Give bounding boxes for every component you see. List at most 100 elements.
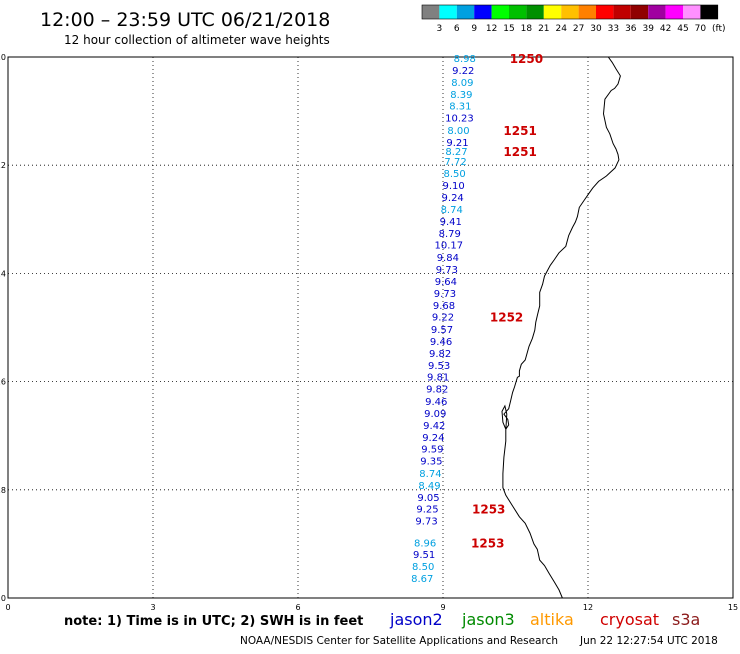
wave-height-value: 10.23 bbox=[445, 114, 474, 125]
wave-height-value: 9.82 bbox=[429, 349, 451, 360]
legend-swatch bbox=[613, 5, 631, 19]
wave-height-value: 9.35 bbox=[420, 457, 442, 468]
wave-height-value: 8.98 bbox=[454, 54, 476, 65]
legend-tick-label: 9 bbox=[471, 24, 477, 34]
legend-swatch bbox=[648, 5, 666, 19]
time-labels: 1250 1251 1251 1252 1253 1253 bbox=[471, 52, 543, 550]
wave-height-value: 9.84 bbox=[437, 253, 459, 264]
legend-unit-label: (ft) bbox=[712, 24, 726, 34]
legend-swatch bbox=[543, 5, 562, 19]
satellite-legend-item: s3a bbox=[672, 610, 700, 629]
wave-height-value: 9.09 bbox=[424, 409, 446, 420]
lon-tick-label: 3 bbox=[150, 603, 155, 612]
wave-height-value: 9.73 bbox=[436, 265, 458, 276]
lon-tick-label: 15 bbox=[728, 603, 738, 612]
footer-timestamp: Jun 22 12:27:54 UTC 2018 bbox=[579, 635, 718, 647]
legend-tick-label: 21 bbox=[538, 24, 549, 34]
wave-height-value: 9.82 bbox=[426, 385, 448, 396]
wave-height-value: 9.64 bbox=[435, 277, 457, 288]
legend-tick-label: 70 bbox=[695, 24, 707, 34]
satellite-legend-item: altika bbox=[530, 610, 574, 629]
pass-time-label: 1252 bbox=[490, 311, 523, 325]
wave-height-value: 9.42 bbox=[423, 421, 445, 432]
wave-height-value: 9.53 bbox=[428, 361, 450, 372]
wave-height-value: 9.24 bbox=[422, 433, 444, 444]
lat-tick-label: -14 bbox=[0, 269, 6, 278]
wave-height-value: 8.96 bbox=[414, 538, 436, 549]
lat-tick-label: -10 bbox=[0, 53, 6, 62]
legend-swatch bbox=[561, 5, 579, 19]
wave-height-value: 9.59 bbox=[421, 445, 443, 456]
legend-tick-label: 42 bbox=[660, 24, 671, 34]
wave-height-color-legend: 3 6 9 12 15 18 21 24 27 30 33 36 39 42 45 70 bbox=[421, 4, 719, 34]
satellite-legend: jason2 jason3 altika cryosat s3a bbox=[389, 610, 700, 629]
legend-swatch bbox=[630, 5, 649, 19]
wave-height-value: 8.00 bbox=[447, 126, 469, 137]
note-text: note: 1) Time is in UTC; 2) SWH is in fe… bbox=[64, 614, 363, 629]
lon-tick-label: 0 bbox=[5, 603, 10, 612]
map-gridlines bbox=[7, 56, 734, 599]
pass-time-label: 1253 bbox=[471, 536, 504, 550]
legend-swatch bbox=[422, 5, 440, 19]
legend-swatch bbox=[474, 5, 492, 19]
wave-height-value: 8.39 bbox=[450, 90, 472, 101]
legend-swatch bbox=[509, 5, 527, 19]
legend-swatch bbox=[439, 5, 457, 19]
legend-swatch bbox=[578, 5, 596, 19]
wave-height-value: 7.72 bbox=[444, 157, 466, 168]
legend-tick-label: 45 bbox=[677, 24, 688, 34]
coastline bbox=[501, 56, 621, 599]
wave-height-value: 8.27 bbox=[445, 147, 467, 158]
axis-ticks: -10 -12 -14 -16 -18 -200 3 6 9 12 15 bbox=[0, 53, 738, 612]
lat-tick-label: -18 bbox=[0, 486, 6, 495]
legend-swatch bbox=[700, 5, 718, 19]
legend-swatch-border bbox=[421, 4, 719, 20]
map-frame: -10-12-14-16-18-2003691215 8.989.228.098… bbox=[0, 52, 738, 612]
legend-tick-label: 33 bbox=[608, 24, 619, 34]
footer-credit: NOAA/NESDIS Center for Satellite Applica… bbox=[240, 635, 558, 647]
wave-height-value: 9.57 bbox=[431, 325, 453, 336]
lon-tick-label: 6 bbox=[295, 603, 300, 612]
wave-height-value: 9.05 bbox=[417, 493, 439, 504]
wave-height-value: 8.74 bbox=[419, 469, 441, 480]
wave-height-value: 8.49 bbox=[418, 481, 440, 492]
wave-height-value: 8.79 bbox=[439, 229, 461, 240]
wave-height-value: 9.25 bbox=[416, 505, 438, 516]
legend-tick-label: 27 bbox=[573, 24, 584, 34]
wave-height-value: 9.73 bbox=[434, 289, 456, 300]
wave-height-value: 9.22 bbox=[432, 313, 454, 324]
satellite-legend-item: cryosat bbox=[600, 610, 659, 629]
lon-tick-label: 12 bbox=[583, 603, 593, 612]
wave-height-value: 9.51 bbox=[413, 550, 435, 561]
satellite-legend-item: jason3 bbox=[461, 610, 515, 629]
legend-tick-label: 30 bbox=[590, 24, 602, 34]
legend-swatch bbox=[456, 5, 475, 19]
lat-tick-label: -12 bbox=[0, 161, 6, 170]
pass-time-label: 1253 bbox=[472, 503, 505, 517]
pass-time-label: 1250 bbox=[510, 52, 543, 66]
legend-tick-label: 39 bbox=[642, 24, 654, 34]
wave-height-value: 9.68 bbox=[433, 301, 455, 312]
wave-height-value: 9.24 bbox=[442, 193, 464, 204]
wave-height-value: 8.50 bbox=[412, 562, 434, 573]
legend-swatch bbox=[665, 5, 683, 19]
wave-height-value: 8.09 bbox=[451, 78, 473, 89]
wave-height-value: 10.17 bbox=[434, 241, 463, 252]
legend-swatch bbox=[491, 5, 509, 19]
legend-tick-label: 6 bbox=[454, 24, 460, 34]
lat-tick-label: -20 bbox=[0, 594, 6, 603]
wave-height-value: 9.46 bbox=[425, 397, 447, 408]
pass-time-label: 1251 bbox=[503, 145, 536, 159]
wave-height-value: 9.21 bbox=[446, 138, 468, 149]
legend-tick-label: 12 bbox=[486, 24, 497, 34]
pass-time-label: 1251 bbox=[503, 124, 536, 138]
legend-tick-label: 3 bbox=[437, 24, 443, 34]
legend-swatch bbox=[596, 5, 614, 19]
wave-height-value: 9.10 bbox=[443, 181, 465, 192]
wave-height-value: 8.31 bbox=[449, 102, 471, 113]
legend-swatch bbox=[683, 5, 701, 19]
page-subtitle: 12 hour collection of altimeter wave hei… bbox=[64, 33, 330, 47]
wave-height-value: 9.22 bbox=[452, 66, 474, 77]
lon-tick-label: 9 bbox=[440, 603, 445, 612]
